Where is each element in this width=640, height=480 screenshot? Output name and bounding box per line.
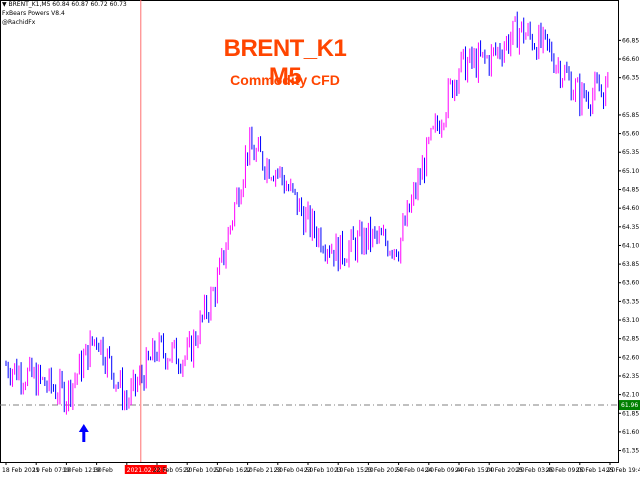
price-tick-label: 62.35 (622, 373, 639, 380)
buy-signal-arrow-icon (78, 424, 89, 442)
price-tick-label: 64.35 (622, 224, 639, 231)
price-tick-label: 63.35 (622, 298, 639, 305)
time-tick-label: 24 Feb 15:00 (455, 467, 495, 474)
price-tick-label: 66.60 (622, 56, 639, 63)
current-price-tag (619, 400, 640, 411)
price-tick-label: 62.85 (622, 336, 639, 343)
time-tick-label: 19 Feb (93, 467, 113, 474)
price-tick-label: 65.60 (622, 131, 639, 138)
price-tick-label: 61.85 (622, 410, 639, 417)
time-tick-label: 22 Feb 05:30 (153, 467, 193, 474)
price-tick-label: 64.85 (622, 187, 639, 194)
time-tick-label: 22 Feb 21:30 (244, 467, 284, 474)
time-tick-label: 22 Feb 10:50 (183, 467, 223, 474)
time-tick-label: 19 Feb 12:30 (62, 467, 102, 474)
price-tick-label: 65.35 (622, 149, 639, 156)
time-tick-label: 24 Feb 04:20 (395, 467, 435, 474)
time-tick-label: 19 Feb 07:10 (32, 467, 72, 474)
time-tick-label: 23 Feb 15:30 (334, 467, 374, 474)
price-tick-label: 63.10 (622, 317, 639, 324)
price-tick-label: 63.60 (622, 280, 639, 287)
time-tick-label: 24 Feb 20:20 (485, 467, 525, 474)
price-tick-label: 65.85 (622, 112, 639, 119)
price-tick-label: 64.60 (622, 205, 639, 212)
price-tick-label: 62.60 (622, 354, 639, 361)
time-tick-label: 25 Feb 14:20 (576, 467, 616, 474)
current-price-label: 61.96 (621, 402, 638, 409)
indicator-name-line: FxBears Powers V8.4 (2, 10, 65, 17)
time-tick-label-highlight: 2021.02.22 01:05 (127, 467, 181, 474)
time-tick-label: 25 Feb 09:00 (546, 467, 586, 474)
time-tick-label: 23 Feb 10:10 (304, 467, 344, 474)
time-tick-label: 18 Feb 2021 (2, 467, 40, 474)
author-line: @RachidFx (2, 19, 36, 26)
price-tick-label: 61.60 (622, 429, 639, 436)
time-tick-label: 22 Feb 16:10 (213, 467, 253, 474)
time-highlight-box (124, 465, 167, 474)
time-tick-label: 24 Feb 09:40 (425, 467, 465, 474)
chart-subtitle: Commodity CFD (230, 72, 340, 88)
price-tick-label: 65.10 (622, 168, 639, 175)
time-tick-label: 25 Feb 19:40 (606, 467, 640, 474)
price-tick-label: 66.85 (622, 37, 639, 44)
time-tick-label: 23 Feb 20:50 (364, 467, 404, 474)
time-tick-label: 23 Feb 04:50 (274, 467, 314, 474)
price-tick-label: 64.10 (622, 242, 639, 249)
price-tick-label: 62.10 (622, 392, 639, 399)
time-tick-label: 25 Feb 03:40 (515, 467, 555, 474)
symbol-info-line: ▼ BRENT_K1,M5 60.84 60.87 60.72 60.73 (2, 1, 127, 8)
price-tick-label: 66.35 (622, 75, 639, 82)
price-tick-label: 63.85 (622, 261, 639, 268)
chart-title: BRENT_K1 M5 (223, 35, 347, 90)
price-tick-label: 61.35 (622, 448, 639, 455)
